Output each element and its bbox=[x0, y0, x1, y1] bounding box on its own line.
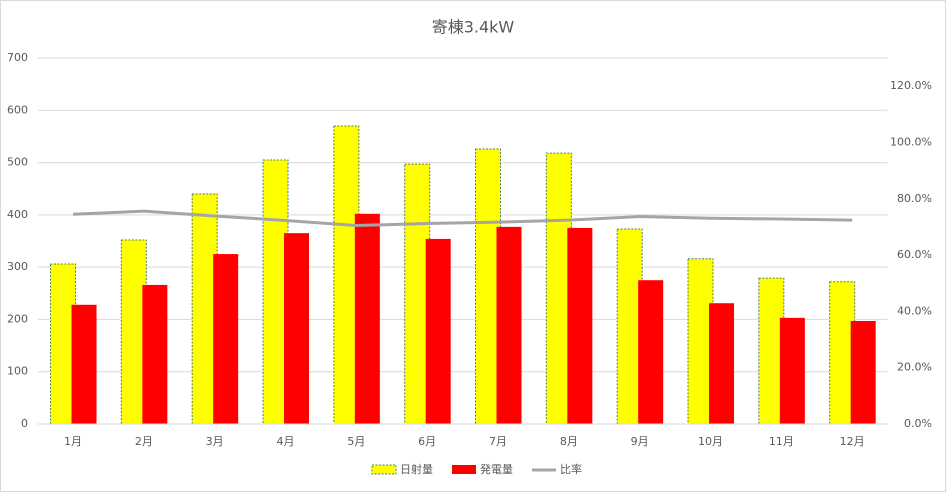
x-tick-label: 1月 bbox=[64, 435, 82, 448]
y2-tick-label: 60.0% bbox=[897, 248, 932, 261]
x-tick-label: 12月 bbox=[840, 435, 865, 448]
legend-label: 発電量 bbox=[480, 462, 513, 476]
x-tick-label: 3月 bbox=[206, 435, 224, 448]
bar bbox=[262, 159, 289, 425]
legend-label: 比率 bbox=[560, 462, 582, 476]
x-tick-label: 10月 bbox=[698, 435, 723, 448]
y2-tick-label: 120.0% bbox=[890, 79, 932, 92]
y2-tick-label: 80.0% bbox=[897, 192, 932, 205]
x-tick-label: 4月 bbox=[277, 435, 295, 448]
chart-title: 寄棟3.4kW bbox=[432, 18, 515, 37]
y-tick-label: 600 bbox=[7, 103, 28, 116]
bar bbox=[475, 148, 502, 425]
x-tick-label: 11月 bbox=[769, 435, 794, 448]
y2-tick-label: 40.0% bbox=[897, 304, 932, 317]
x-tick-label: 8月 bbox=[560, 435, 578, 448]
bar bbox=[829, 281, 856, 425]
y-tick-label: 700 bbox=[7, 51, 28, 64]
y2-tick-label: 0.0% bbox=[904, 417, 932, 430]
bar bbox=[50, 263, 77, 425]
bar bbox=[354, 213, 380, 424]
y2-tick-label: 100.0% bbox=[890, 135, 932, 148]
y-tick-label: 100 bbox=[7, 365, 28, 378]
bar bbox=[545, 152, 572, 425]
bar bbox=[687, 258, 714, 425]
legend-swatch bbox=[371, 464, 397, 475]
x-tick-label: 9月 bbox=[631, 435, 649, 448]
x-tick-label: 5月 bbox=[347, 435, 365, 448]
legend-label: 日射量 bbox=[400, 462, 433, 476]
y-tick-label: 300 bbox=[7, 260, 28, 273]
bar bbox=[425, 238, 451, 424]
ratio-line bbox=[72, 209, 853, 228]
y-tick-label: 500 bbox=[7, 156, 28, 169]
y2-tick-label: 20.0% bbox=[897, 361, 932, 374]
y-tick-label: 200 bbox=[7, 312, 28, 325]
bar bbox=[333, 125, 360, 425]
bar bbox=[850, 320, 876, 424]
x-tick-label: 6月 bbox=[418, 435, 436, 448]
bar bbox=[71, 304, 97, 424]
bar bbox=[404, 163, 431, 425]
bar bbox=[142, 284, 168, 424]
legend-swatch bbox=[452, 465, 476, 474]
x-tick-label: 7月 bbox=[489, 435, 507, 448]
bar bbox=[709, 303, 735, 424]
bar bbox=[567, 227, 593, 424]
y-tick-label: 400 bbox=[7, 208, 28, 221]
bar bbox=[213, 254, 239, 424]
bar bbox=[779, 317, 805, 424]
x-tick-label: 2月 bbox=[135, 435, 153, 448]
bar bbox=[496, 226, 522, 424]
bar bbox=[638, 280, 664, 424]
bar bbox=[616, 228, 643, 425]
y-tick-label: 0 bbox=[21, 417, 28, 430]
bar bbox=[284, 233, 310, 424]
bar bbox=[758, 277, 785, 425]
